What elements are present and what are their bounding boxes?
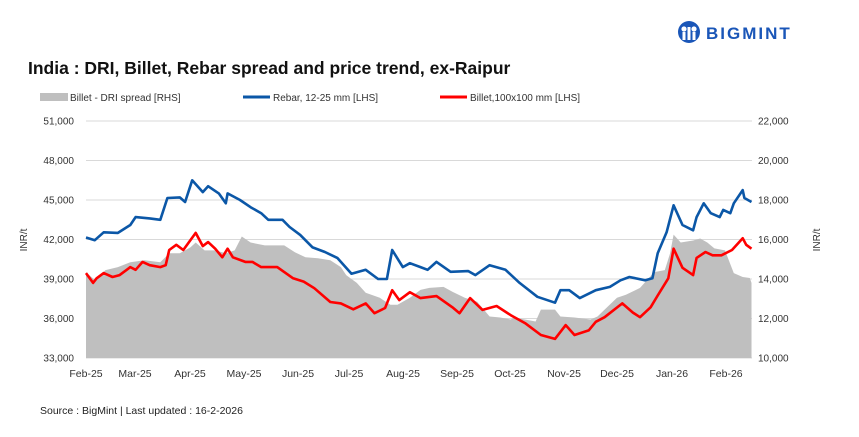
y-tick-left: 39,000 (43, 275, 74, 286)
x-tick: Dec-25 (600, 368, 634, 380)
x-tick: Aug-25 (386, 368, 420, 380)
rebar-line (85, 179, 753, 304)
y-tick-right: 12,000 (758, 314, 789, 325)
source-note: Source : BigMint | Last updated : 16-2-2… (40, 405, 243, 417)
x-tick: Jan-26 (656, 368, 688, 380)
legend-label-rebar: Rebar, 12-25 mm [LHS] (273, 93, 378, 104)
legend-label-spread: Billet - DRI spread [RHS] (70, 93, 181, 104)
y-tick-left: 33,000 (43, 354, 74, 365)
x-tick: Jul-25 (335, 368, 364, 380)
x-tick: Nov-25 (547, 368, 581, 380)
y-axis-label-left: INR/t (19, 228, 30, 251)
y-tick-left: 36,000 (43, 314, 74, 325)
x-tick: Apr-25 (174, 368, 206, 380)
x-tick: Feb-26 (709, 368, 742, 380)
chart-title: India : DRI, Billet, Rebar spread and pr… (28, 58, 511, 78)
y-tick-left: 51,000 (43, 117, 74, 128)
y-axis-label-right: INR/t (812, 228, 823, 251)
billet-line (84, 231, 753, 341)
y-tick-right: 16,000 (758, 235, 789, 246)
y-tick-right: 10,000 (758, 354, 789, 365)
x-tick: Sep-25 (440, 368, 474, 380)
y-tick-right: 18,000 (758, 196, 789, 207)
legend-label-billet: Billet,100x100 mm [LHS] (470, 93, 580, 104)
legend: Billet - DRI spread [RHS] Rebar, 12-25 m… (40, 93, 580, 104)
x-tick: Jun-25 (282, 368, 314, 380)
y-tick-right: 22,000 (758, 117, 789, 128)
y-tick-left: 45,000 (43, 196, 74, 207)
y-tick-right: 20,000 (758, 156, 789, 167)
x-tick: Mar-25 (118, 368, 151, 380)
y-tick-left: 48,000 (43, 156, 74, 167)
x-tick: May-25 (226, 368, 261, 380)
bigmint-logo: BIGMINT (678, 21, 792, 43)
y-tick-left: 42,000 (43, 235, 74, 246)
y-tick-right: 14,000 (758, 275, 789, 286)
bigmint-logo-text: BIGMINT (706, 24, 792, 43)
x-tick: Oct-25 (494, 368, 526, 380)
legend-swatch-spread (40, 93, 68, 101)
x-tick: Feb-25 (69, 368, 102, 380)
